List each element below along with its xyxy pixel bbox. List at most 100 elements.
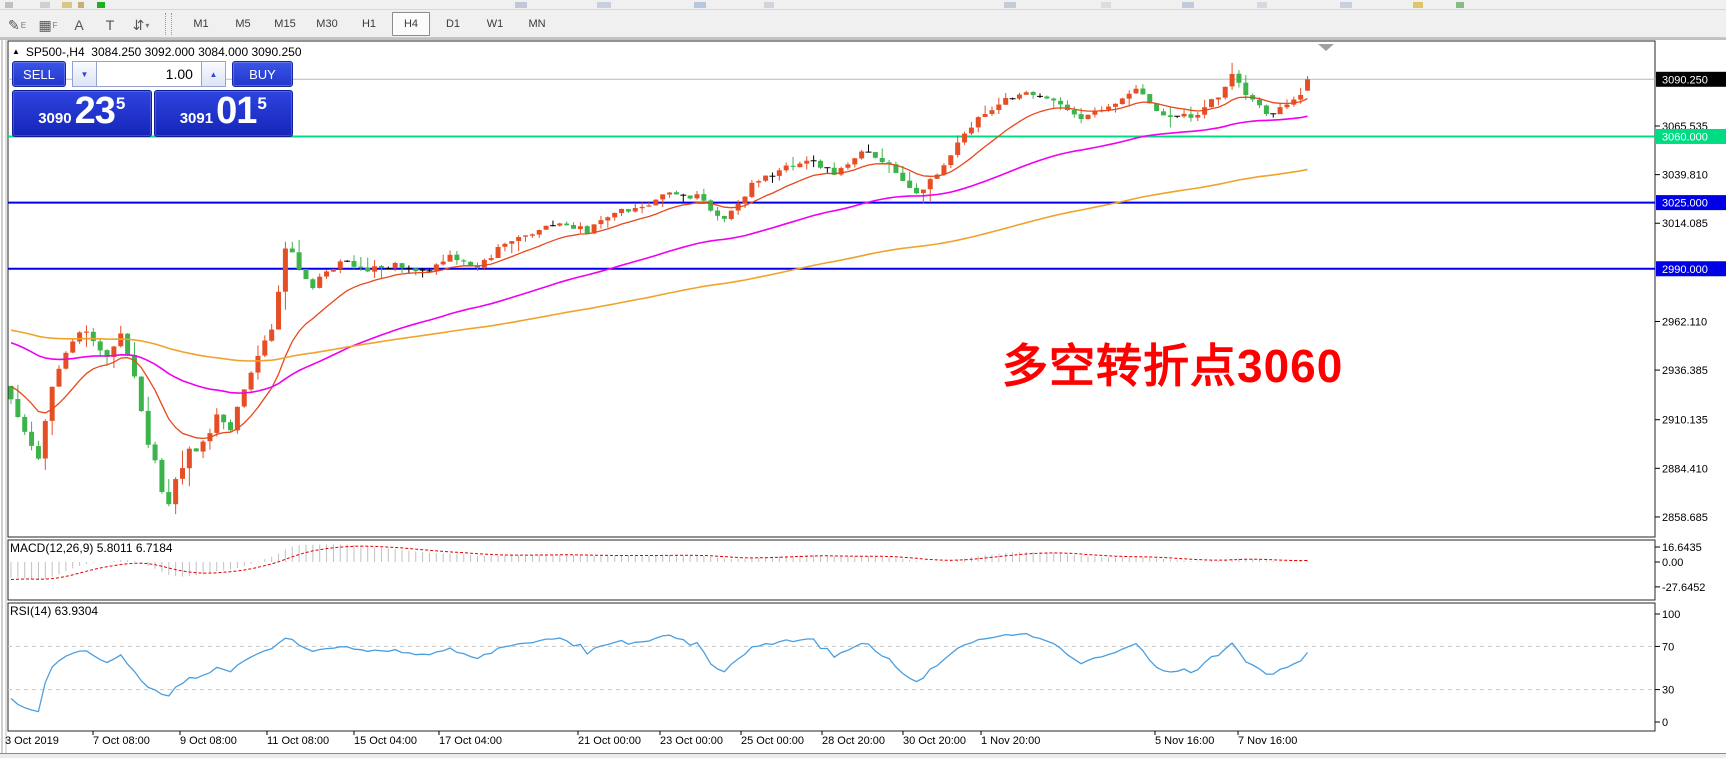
time-axis-label: 1 Nov 20:00 — [981, 735, 1040, 747]
moving-average-140 — [10, 168, 1308, 362]
price-badge-label: 3090.250 — [1662, 74, 1708, 86]
time-axis-label: 9 Oct 08:00 — [180, 735, 237, 747]
cropped-icon-fragment — [1004, 2, 1016, 8]
time-axis-label: 17 Oct 04:00 — [439, 735, 502, 747]
rsi-indicator-label: RSI(14) 63.9304 — [10, 604, 99, 618]
buy-button[interactable]: BUY — [231, 61, 293, 87]
volume-input[interactable] — [96, 61, 201, 87]
price-axis: 3065.5353039.8103014.0852962.1102936.385… — [1655, 71, 1726, 729]
buy-price-point: 5 — [257, 94, 267, 113]
cropped-icon-fragment — [1340, 2, 1352, 8]
volume-increase-button[interactable]: ▲ — [200, 61, 226, 87]
timeframe-button-d1[interactable]: D1 — [445, 17, 461, 30]
cropped-icon-fragment — [597, 2, 611, 8]
window-bottom-edge — [0, 753, 1726, 758]
timeframe-buttons: M1 M5 M15 M30 H1 H4 D1 W1 MN — [178, 11, 556, 36]
volume-spinner: ▼ ▲ — [71, 61, 226, 87]
symbol-timeframe: SP500-,H4 — [25, 45, 85, 59]
price-axis-tick-label: 2884.410 — [1662, 463, 1708, 475]
rsi-line — [10, 632, 1309, 713]
timeframe-button-m5[interactable]: M5 — [235, 17, 251, 30]
timeframe-button-mn[interactable]: MN — [528, 17, 546, 30]
chart-shift-marker-icon[interactable] — [1318, 44, 1334, 51]
chart-title: ▲ SP500-,H4 3084.250 3092.000 3084.000 30… — [12, 45, 302, 59]
timeframe-button-m15[interactable]: M15 — [274, 17, 296, 30]
time-axis-label: 30 Oct 20:00 — [903, 735, 966, 747]
buy-price-big-figure: 3091 — [179, 110, 214, 127]
rsi-axis-tick-label: 0 — [1662, 717, 1668, 729]
time-axis-label: 25 Oct 00:00 — [741, 735, 804, 747]
sell-price-point: 5 — [115, 94, 126, 113]
price-axis-tick-label: 2858.685 — [1662, 512, 1708, 524]
cropped-icon-fragment — [1182, 2, 1194, 8]
cropped-icon-fragment — [5, 2, 13, 8]
price-axis-tick-label: 3039.810 — [1662, 170, 1708, 182]
timeframe-button-w1[interactable]: W1 — [486, 17, 504, 30]
price-axis-tick-label: 2962.110 — [1662, 316, 1707, 328]
macd-signal-line — [10, 545, 1308, 580]
collapse-arrow-icon[interactable]: ▲ — [12, 47, 20, 56]
cropped-icon-fragment — [1413, 2, 1423, 8]
time-axis-label: 7 Oct 08:00 — [93, 735, 150, 747]
price-badge — [1656, 71, 1726, 87]
macd-axis-tick-label: -27.6452 — [1662, 582, 1705, 594]
price-badge — [1656, 195, 1726, 211]
time-axis-label: 3 Oct 2019 — [5, 735, 59, 747]
candlestick-series[interactable] — [8, 62, 1311, 515]
macd-indicator-label: MACD(12,26,9) 5.8011 6.7184 — [10, 541, 173, 555]
timeframe-button-h4[interactable]: H4 — [392, 11, 430, 36]
sell-price-display[interactable]: 3090 23 5 — [12, 90, 152, 137]
chart-window[interactable]: 3065.535 3039.810 3014.085 2962.110 2936.385… — [0, 38, 1726, 758]
cropped-icon-fragment — [1456, 2, 1464, 8]
price-axis-tick-label: 3014.085 — [1662, 218, 1708, 230]
text-box-icon[interactable]: T — [105, 17, 115, 33]
cropped-icon-fragment — [62, 2, 72, 8]
cropped-icon-fragment — [1101, 2, 1111, 8]
buy-price-pips: 01 — [216, 90, 257, 132]
toolbar-separator — [165, 12, 172, 35]
chart-toolbar: ✎ E ▦ F A T ⇵ ▾ M1 M5 M15 M30 H1 H4 D1 W1 MN — [0, 10, 1726, 38]
cropped-icon-fragment — [1257, 2, 1267, 8]
sort-arrows-icon[interactable]: ⇵ ▾ — [132, 17, 150, 33]
price-badge-label: 2990.000 — [1662, 264, 1708, 276]
timeframe-button-m1[interactable]: M1 — [193, 17, 209, 30]
cropped-icon-fragment — [694, 2, 706, 8]
macd-axis-tick-label: 0.00 — [1662, 557, 1683, 569]
rsi-axis-tick-label: 30 — [1662, 685, 1674, 697]
price-badge — [1656, 128, 1726, 144]
cropped-icon-fragment — [764, 2, 774, 8]
chart-text-annotation[interactable]: 多空转折点3060 — [1002, 340, 1344, 392]
time-axis-label: 28 Oct 20:00 — [822, 735, 885, 747]
chart-canvas[interactable]: 3065.5353039.8103014.0852962.1102936.385… — [0, 38, 1726, 758]
draw-pencil-icon[interactable]: ✎ E — [7, 17, 27, 33]
sell-button[interactable]: SELL — [12, 61, 66, 87]
volume-decrease-button[interactable]: ▼ — [71, 61, 97, 87]
moving-average-13 — [10, 96, 1308, 440]
cropped-icon-fragment — [515, 2, 527, 8]
one-click-trade-panel: SELL ▼ ▲ BUY 3090 23 5 3091 01 5 — [12, 61, 293, 137]
rsi-axis-tick-label: 100 — [1662, 609, 1680, 621]
price-badge — [1656, 261, 1726, 277]
moving-average-55 — [10, 115, 1308, 394]
time-axis-label: 7 Nov 16:00 — [1238, 735, 1297, 747]
time-axis: 3 Oct 2019 7 Oct 08:00 9 Oct 08:00 11 Oct 0… — [5, 731, 1297, 747]
time-axis-label: 5 Nov 16:00 — [1155, 735, 1214, 747]
cropped-icon-fragment — [97, 2, 105, 8]
price-axis-tick-label: 2910.135 — [1662, 415, 1708, 427]
ohlc-values: 3084.250 3092.000 3084.000 3090.250 — [91, 45, 302, 59]
fibonacci-grid-icon[interactable]: ▦ F — [38, 17, 58, 33]
cropped-icon-fragment — [78, 2, 84, 8]
time-axis-label: 11 Oct 08:00 — [267, 735, 329, 747]
price-badge-label: 3060.000 — [1662, 131, 1708, 143]
time-axis-label: 21 Oct 00:00 — [578, 735, 641, 747]
macd-axis-tick-label: 16.6435 — [1662, 542, 1702, 554]
time-axis-label: 23 Oct 00:00 — [660, 735, 723, 747]
text-label-icon[interactable]: A — [74, 17, 84, 33]
timeframe-button-h1[interactable]: H1 — [361, 17, 377, 30]
timeframe-button-m30[interactable]: M30 — [316, 17, 338, 30]
buy-price-display[interactable]: 3091 01 5 — [153, 90, 293, 137]
sell-price-pips: 23 — [74, 90, 116, 132]
rsi-axis-tick-label: 70 — [1662, 641, 1674, 653]
price-axis-tick-label: 2936.385 — [1662, 365, 1708, 377]
